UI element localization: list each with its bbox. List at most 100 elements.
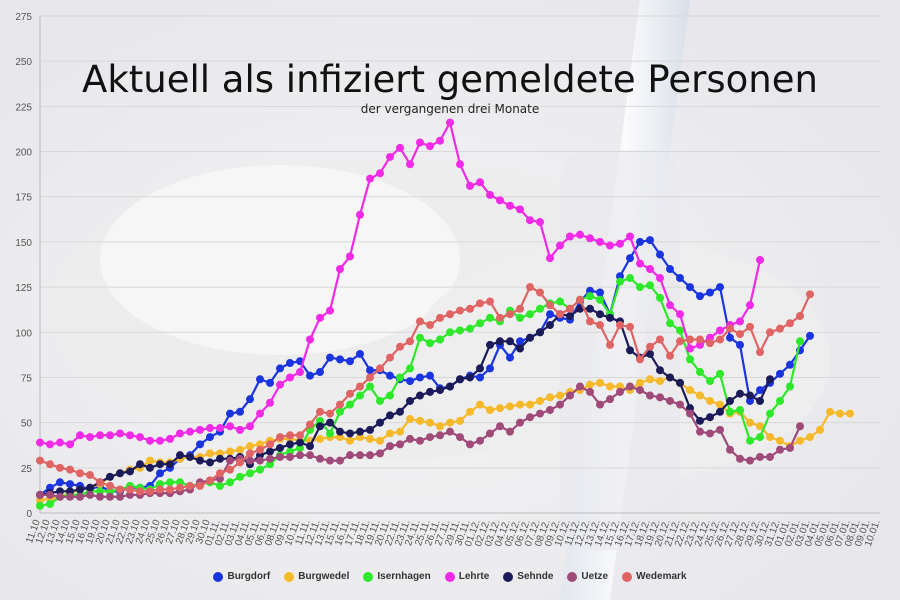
data-point xyxy=(376,436,384,445)
data-point xyxy=(686,335,694,344)
data-point xyxy=(476,436,484,445)
data-point xyxy=(776,396,784,405)
data-point xyxy=(386,442,394,451)
data-point xyxy=(726,407,734,416)
data-point xyxy=(326,409,334,418)
data-point xyxy=(346,436,354,445)
data-point xyxy=(76,431,84,440)
data-point xyxy=(236,472,244,481)
data-point xyxy=(426,387,434,396)
data-point xyxy=(576,230,584,239)
data-point xyxy=(356,427,364,436)
data-point xyxy=(626,382,634,391)
data-point xyxy=(516,400,524,409)
data-point xyxy=(336,355,344,364)
y-tick-label: 25 xyxy=(21,464,33,475)
legend-item: Burgwedel xyxy=(284,571,349,582)
data-point xyxy=(626,232,634,241)
y-tick-label: 150 xyxy=(15,238,32,249)
data-point xyxy=(586,387,594,396)
data-point xyxy=(316,407,324,416)
data-point xyxy=(316,434,324,443)
data-point xyxy=(266,378,274,387)
data-point xyxy=(716,283,724,292)
data-point xyxy=(506,310,514,319)
data-point xyxy=(276,380,284,389)
data-point xyxy=(446,118,454,127)
data-point xyxy=(326,418,334,427)
data-point xyxy=(726,333,734,342)
data-point xyxy=(646,265,654,274)
data-point xyxy=(106,492,114,501)
data-point xyxy=(256,456,264,465)
data-point xyxy=(236,407,244,416)
data-point xyxy=(176,451,184,460)
data-point xyxy=(336,407,344,416)
series-lehrte xyxy=(36,118,764,449)
data-point xyxy=(276,433,284,442)
data-point xyxy=(36,490,44,499)
y-tick-label: 0 xyxy=(26,509,32,520)
data-point xyxy=(116,492,124,501)
data-point xyxy=(416,416,424,425)
data-point xyxy=(656,335,664,344)
data-point xyxy=(596,237,604,246)
data-point xyxy=(536,218,544,227)
data-point xyxy=(156,485,164,494)
data-point xyxy=(296,438,304,447)
data-point xyxy=(736,454,744,463)
data-point xyxy=(86,490,94,499)
data-point xyxy=(646,342,654,351)
data-point xyxy=(56,478,64,487)
data-point xyxy=(646,375,654,384)
data-point xyxy=(506,427,514,436)
data-point xyxy=(316,454,324,463)
data-point xyxy=(686,386,694,395)
data-point xyxy=(396,342,404,351)
data-point xyxy=(596,295,604,304)
series-wedemark xyxy=(36,283,814,496)
data-point xyxy=(656,293,664,302)
data-point xyxy=(366,174,374,183)
data-point xyxy=(196,456,204,465)
data-point xyxy=(666,351,674,360)
data-point xyxy=(606,313,614,322)
legend-item: Lehrte xyxy=(444,571,489,582)
data-point xyxy=(436,335,444,344)
data-point xyxy=(726,445,734,454)
data-point xyxy=(366,434,374,443)
data-point xyxy=(256,465,264,474)
grid xyxy=(39,15,880,514)
data-point xyxy=(196,481,204,490)
data-point xyxy=(406,434,414,443)
data-point xyxy=(116,469,124,478)
data-point xyxy=(836,409,844,418)
data-point xyxy=(366,425,374,434)
legend-label: Sehnde xyxy=(517,571,554,582)
data-point xyxy=(166,478,174,487)
data-point xyxy=(426,339,434,348)
data-point xyxy=(256,409,264,418)
data-point xyxy=(416,138,424,147)
data-point xyxy=(536,328,544,337)
data-point xyxy=(146,456,154,465)
data-point xyxy=(316,368,324,377)
data-point xyxy=(156,436,164,445)
data-point xyxy=(86,471,94,480)
data-point xyxy=(526,216,534,225)
data-point xyxy=(736,405,744,414)
data-point xyxy=(276,364,284,373)
data-point xyxy=(326,429,334,438)
y-tick-label: 75 xyxy=(21,373,33,384)
data-point xyxy=(156,460,164,469)
data-point xyxy=(486,190,494,199)
y-tick-label: 225 xyxy=(15,102,32,113)
data-point xyxy=(476,373,484,382)
data-point xyxy=(666,319,674,328)
data-point xyxy=(46,440,54,449)
data-point xyxy=(626,254,634,263)
y-tick-label: 250 xyxy=(15,57,32,68)
data-point xyxy=(366,382,374,391)
y-tick-label: 50 xyxy=(21,419,33,430)
data-point xyxy=(46,460,54,469)
